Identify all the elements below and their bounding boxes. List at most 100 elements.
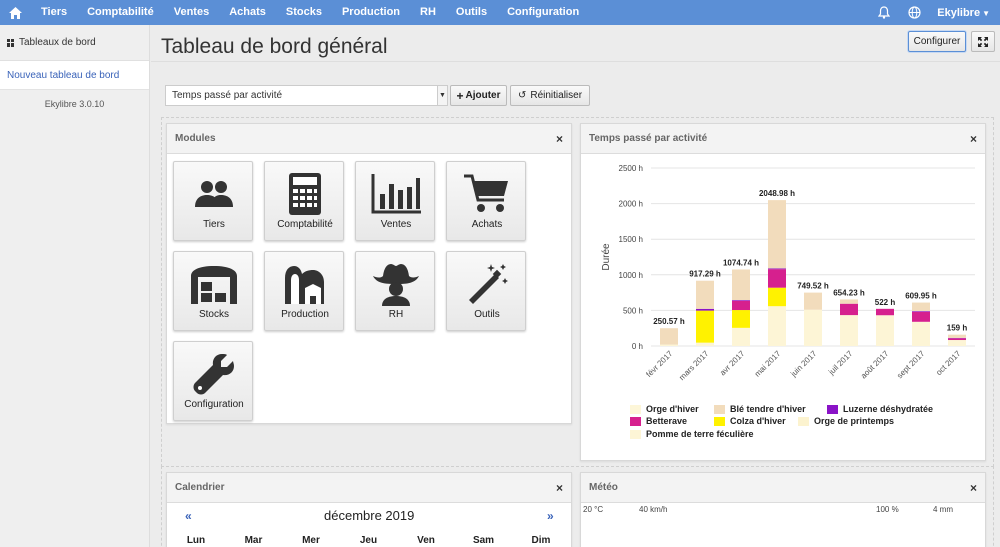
nav-item-production[interactable]: Production bbox=[341, 6, 401, 18]
weekday-label: Lun bbox=[186, 535, 206, 546]
module-label: Comptabilité bbox=[277, 219, 333, 230]
legend-item[interactable]: Blé tendre d'hiver bbox=[714, 404, 806, 414]
cart-icon bbox=[447, 172, 527, 216]
module-achats[interactable]: Achats bbox=[446, 161, 526, 241]
legend-swatch bbox=[630, 404, 641, 414]
chart-panel-title: Temps passé par activité bbox=[589, 133, 708, 144]
weekday-label: Mer bbox=[302, 535, 320, 546]
nav-item-rh[interactable]: RH bbox=[420, 6, 436, 18]
module-production[interactable]: Production bbox=[264, 251, 344, 331]
bell-icon[interactable] bbox=[869, 0, 899, 25]
bar-segment bbox=[696, 308, 714, 311]
user-name: Ekylibre bbox=[937, 6, 981, 19]
time-by-activity-chart: 0 h 500 h 1000 h 1500 h 2000 h 2500 h Durée 250… bbox=[601, 164, 975, 382]
legend-label: Pomme de terre féculière bbox=[646, 429, 754, 439]
legend-label: Betterave bbox=[646, 416, 688, 426]
legend-item[interactable]: Pomme de terre féculière bbox=[630, 429, 754, 439]
configure-button[interactable]: Configurer bbox=[908, 31, 966, 52]
weather-panel: Météo × 20 °C 40 km/h 100 % 4 mm bbox=[580, 472, 986, 547]
weekday-label: Mar bbox=[244, 535, 263, 546]
nav-item-ventes[interactable]: Ventes bbox=[173, 6, 210, 18]
x-tick-label: juin 2017 bbox=[788, 349, 818, 379]
globe-icon[interactable] bbox=[899, 0, 929, 25]
bar-segment bbox=[912, 311, 930, 312]
y-tick-label: 1500 h bbox=[619, 235, 643, 244]
home-icon[interactable] bbox=[0, 0, 31, 25]
widget-select[interactable]: Temps passé par activité ▼ bbox=[165, 85, 448, 106]
new-dashboard-link[interactable]: Nouveau tableau de bord bbox=[0, 61, 149, 90]
legend-item[interactable]: Betterave bbox=[630, 416, 687, 426]
bar-segment bbox=[660, 344, 678, 346]
close-icon[interactable]: × bbox=[555, 481, 563, 495]
module-outils[interactable]: Outils bbox=[446, 251, 526, 331]
module-rh[interactable]: RH bbox=[355, 251, 435, 331]
weekday-label: Ven bbox=[417, 535, 435, 546]
add-button[interactable]: + Ajouter bbox=[450, 85, 507, 106]
nav-item-configuration[interactable]: Configuration bbox=[507, 6, 580, 18]
x-tick-label: juil 2017 bbox=[826, 349, 855, 378]
magic-wand-icon bbox=[447, 262, 527, 306]
bar-segment bbox=[696, 310, 714, 343]
user-menu[interactable]: Ekylibre ▼ bbox=[929, 7, 1000, 19]
close-icon[interactable]: × bbox=[969, 481, 977, 495]
y-tick-label: 1000 h bbox=[619, 271, 643, 280]
rain-scale: 4 mm bbox=[933, 505, 953, 514]
close-icon[interactable]: × bbox=[969, 132, 977, 146]
close-icon[interactable]: × bbox=[555, 132, 563, 146]
nav-item-comptabilit[interactable]: Comptabilité bbox=[87, 6, 154, 18]
bar-total-label: 609.95 h bbox=[905, 292, 937, 301]
bar-total-label: 250.57 h bbox=[653, 317, 685, 326]
header-divider bbox=[151, 61, 1000, 62]
app-version: Ekylibre 3.0.10 bbox=[44, 99, 105, 109]
module-tiers[interactable]: Tiers bbox=[173, 161, 253, 241]
module-label: Stocks bbox=[198, 309, 229, 320]
y-tick-label: 2500 h bbox=[619, 164, 643, 173]
x-tick-label: mai 2017 bbox=[753, 349, 783, 379]
bar-segment bbox=[912, 302, 930, 312]
bar-total-label: 159 h bbox=[947, 324, 968, 333]
legend-label: Orge de printemps bbox=[814, 416, 895, 426]
module-ventes[interactable]: Ventes bbox=[355, 161, 435, 241]
legend-swatch bbox=[798, 416, 809, 426]
wind-scale: 40 km/h bbox=[639, 505, 668, 514]
x-tick-label: août 2017 bbox=[859, 349, 891, 381]
module-label: Production bbox=[281, 309, 329, 320]
x-tick-label: mars 2017 bbox=[677, 349, 710, 382]
users-icon bbox=[174, 172, 254, 216]
module-comptabilit[interactable]: Comptabilité bbox=[264, 161, 344, 241]
module-configuration[interactable]: Configuration bbox=[173, 341, 253, 421]
bar-segment bbox=[804, 309, 822, 346]
prev-month-button[interactable]: « bbox=[185, 509, 192, 523]
weekday-label: Jeu bbox=[359, 535, 378, 546]
nav-item-tiers[interactable]: Tiers bbox=[41, 6, 68, 18]
legend-item[interactable]: Orge de printemps bbox=[798, 416, 894, 426]
y-tick-label: 0 h bbox=[632, 342, 643, 351]
nav-item-outils[interactable]: Outils bbox=[455, 6, 488, 18]
bar-segment bbox=[732, 300, 750, 301]
module-stocks[interactable]: Stocks bbox=[173, 251, 253, 331]
page-title: Tableau de bord général bbox=[161, 35, 388, 58]
calendar-panel-header: Calendrier × bbox=[167, 473, 571, 503]
reset-button[interactable]: ↺ Réinitialiser bbox=[510, 85, 590, 106]
humidity-scale: 100 % bbox=[876, 505, 899, 514]
legend-item[interactable]: Luzerne déshydratée bbox=[827, 404, 933, 414]
bar-chart-icon bbox=[356, 172, 436, 216]
module-label: Outils bbox=[474, 309, 500, 320]
next-month-button[interactable]: » bbox=[547, 509, 554, 523]
bar-segment bbox=[876, 315, 894, 346]
fullscreen-button[interactable] bbox=[971, 31, 995, 52]
nav-item-stocks[interactable]: Stocks bbox=[285, 6, 322, 18]
y-tick-label: 2000 h bbox=[619, 200, 643, 209]
add-button-label: Ajouter bbox=[465, 90, 501, 101]
legend-label: Luzerne déshydratée bbox=[843, 404, 934, 414]
bar-segment bbox=[732, 327, 750, 346]
bar-segment bbox=[768, 306, 786, 346]
sidebar-heading: Tableaux de bord bbox=[0, 25, 149, 61]
x-tick-label: avr 2017 bbox=[718, 349, 747, 378]
legend-item[interactable]: Colza d'hiver bbox=[714, 416, 786, 426]
temperature-scale: 20 °C bbox=[583, 505, 604, 514]
nav-item-achats[interactable]: Achats bbox=[229, 6, 266, 18]
legend-item[interactable]: Orge d'hiver bbox=[630, 404, 699, 414]
warehouse-icon bbox=[174, 262, 254, 306]
wrench-icon bbox=[174, 352, 254, 396]
